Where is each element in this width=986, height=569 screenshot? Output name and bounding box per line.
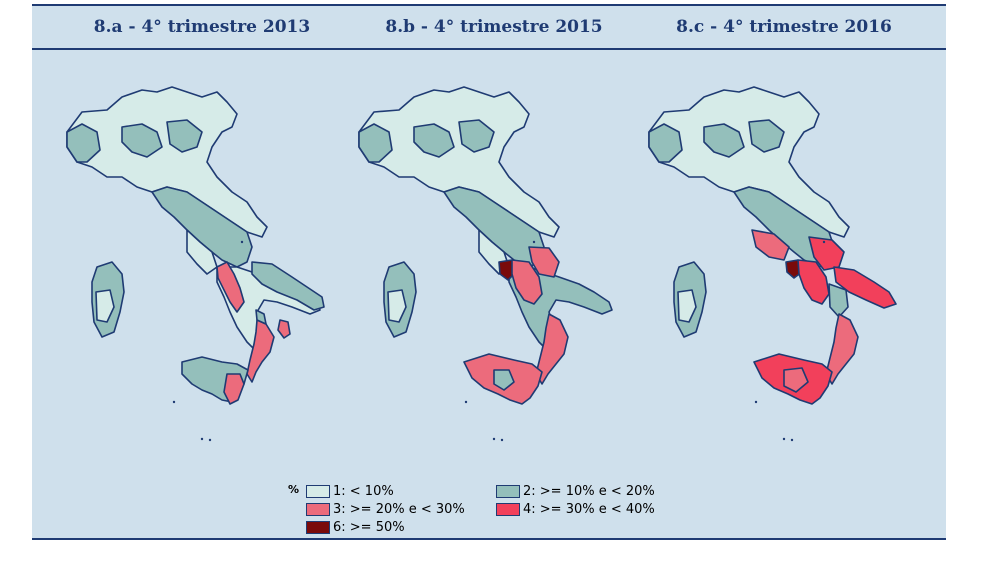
figure-header: 8.a - 4° trimestre 2013 8.b - 4° trimest… — [32, 6, 946, 50]
region-lombardy — [121, 123, 163, 158]
map-legend: % 1: < 10% 2: >= 10% e < 20% 3: >= 20% e… — [282, 480, 702, 540]
legend-swatch-3 — [306, 502, 330, 516]
region-basilicata — [828, 283, 849, 318]
legend-item-4: 4: >= 30% e < 40% — [496, 501, 655, 517]
region-north — [358, 86, 560, 238]
map-2013 — [66, 86, 325, 442]
figure-frame: 8.a - 4° trimestre 2013 8.b - 4° trimest… — [32, 4, 946, 540]
panel-title-2016: 8.c - 4° trimestre 2016 — [676, 17, 892, 37]
region-puglia — [251, 261, 325, 311]
legend-label-1: 1: < 10% — [333, 483, 394, 499]
region-center-light — [186, 229, 218, 275]
region-north — [66, 86, 268, 238]
region-campania — [511, 259, 543, 305]
region-alps-teal — [66, 123, 101, 163]
legend-swatch-4 — [496, 502, 520, 516]
region-puglia — [528, 246, 560, 278]
legend-label-3: 3: >= 20% e < 30% — [333, 501, 465, 517]
region-sicily-teal — [493, 369, 515, 391]
legend-item-2: 2: >= 10% e < 20% — [496, 483, 655, 499]
region-calabria — [825, 313, 859, 385]
panel-title-2015: 8.b - 4° trimestre 2015 — [385, 17, 603, 37]
legend-label-4: 4: >= 30% e < 40% — [523, 501, 655, 517]
legend-item-5: 6: >= 50% — [306, 519, 405, 535]
legend-swatch-2 — [496, 484, 520, 498]
legend-label-5: 6: >= 50% — [333, 519, 405, 535]
legend-item-3: 3: >= 20% e < 30% — [306, 501, 465, 517]
region-alps-teal — [358, 123, 393, 163]
region-calabria — [246, 319, 275, 383]
region-sardinia-light — [95, 289, 115, 323]
region-lombardy — [703, 123, 745, 158]
map-2016 — [648, 86, 897, 442]
region-calabria — [535, 313, 569, 385]
map-2015 — [358, 86, 613, 442]
region-veneto — [166, 119, 203, 153]
region-calabria-light — [255, 309, 267, 325]
region-veneto — [458, 119, 495, 153]
legend-swatch-1 — [306, 484, 330, 498]
region-lombardy — [413, 123, 455, 158]
region-center — [151, 186, 253, 268]
region-alps-teal — [648, 123, 683, 163]
region-sicily-red — [223, 373, 245, 405]
region-sardinia-light — [677, 289, 697, 323]
legend-title: % — [288, 483, 300, 496]
region-calabria-tip — [277, 319, 291, 339]
panel-title-2013: 8.a - 4° trimestre 2013 — [93, 17, 311, 37]
region-sardinia-light — [387, 289, 407, 323]
region-lazio — [751, 229, 790, 261]
region-puglia — [833, 266, 897, 309]
region-veneto — [748, 119, 785, 153]
region-sicily-pink — [783, 367, 809, 393]
region-campania — [797, 259, 830, 305]
legend-label-2: 2: >= 10% e < 20% — [523, 483, 655, 499]
region-campania — [216, 261, 245, 313]
region-north — [648, 86, 850, 238]
legend-item-1: 1: < 10% — [306, 483, 394, 499]
legend-swatch-5 — [306, 520, 330, 534]
